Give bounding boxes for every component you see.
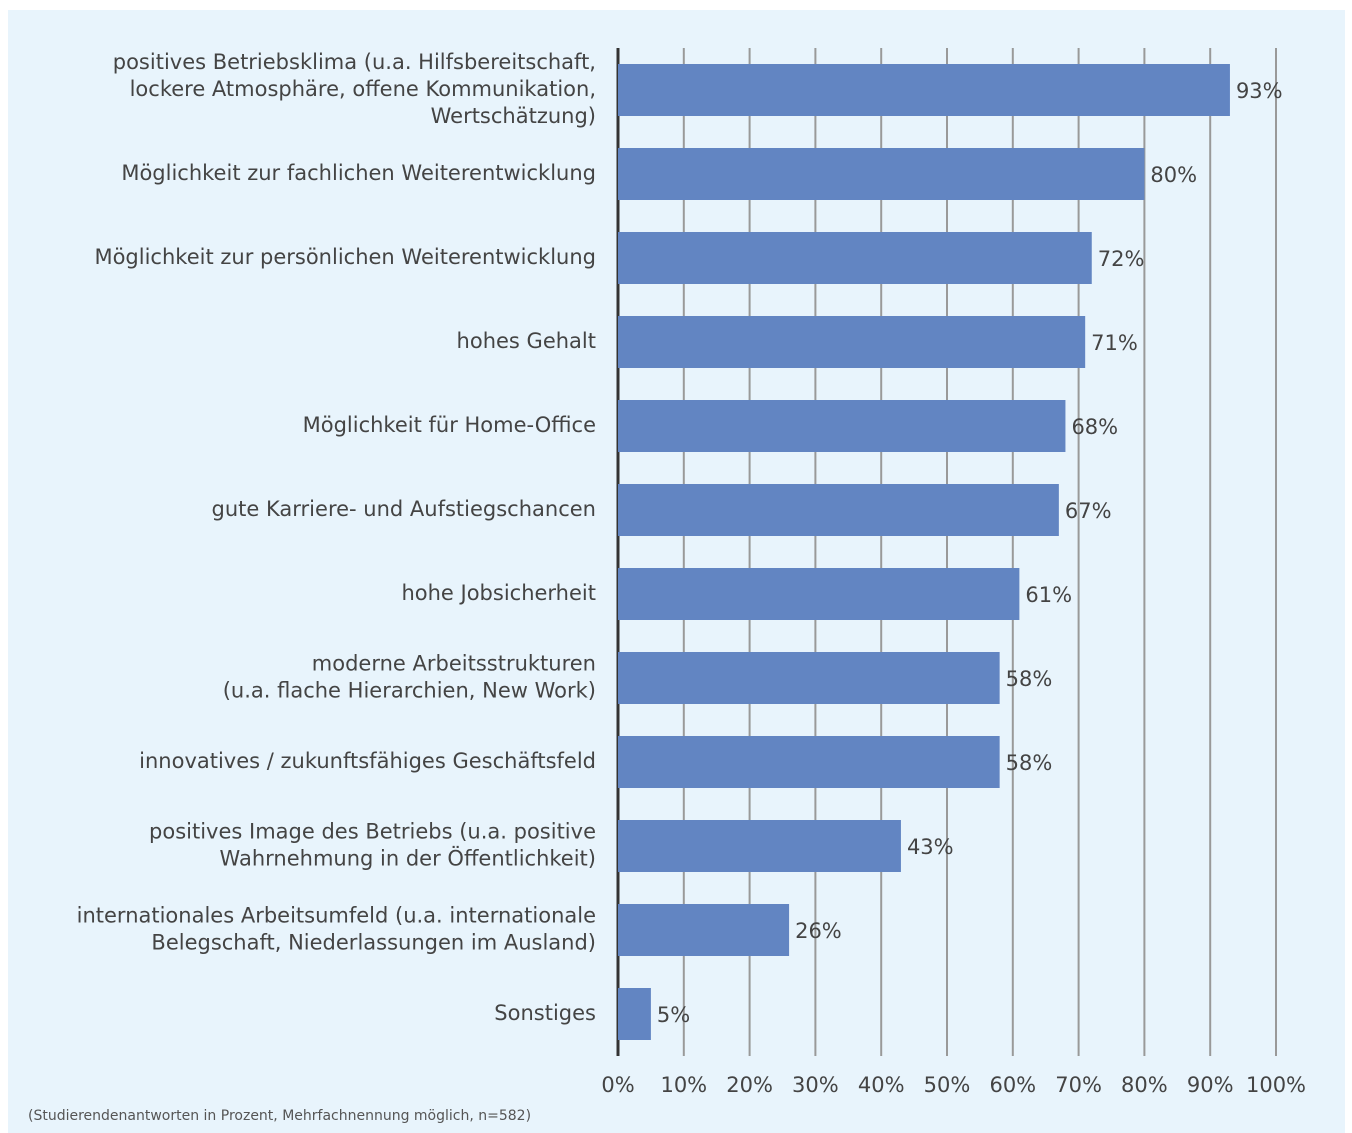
bar	[618, 820, 901, 872]
category-label-line: Möglichkeit zur fachlichen Weiterentwick…	[121, 161, 596, 185]
x-tick-label: 20%	[726, 1073, 773, 1097]
value-label: 72%	[1098, 247, 1145, 271]
category-label-line: moderne Arbeitsstrukturen	[312, 652, 596, 676]
bar	[618, 988, 651, 1040]
category-label: positives Image des Betriebs (u.a. posit…	[149, 820, 596, 871]
x-tick-label: 50%	[924, 1073, 971, 1097]
bar	[618, 316, 1086, 368]
category-label-line: positives Image des Betriebs (u.a. posit…	[149, 820, 596, 844]
bar	[618, 148, 1145, 200]
bar	[618, 400, 1066, 452]
x-tick-label: 0%	[601, 1073, 634, 1097]
category-label-line: innovatives / zukunftsfähiges Geschäftsf…	[139, 749, 596, 773]
value-label: 68%	[1071, 415, 1118, 439]
value-label: 93%	[1236, 79, 1283, 103]
value-label: 26%	[795, 919, 842, 943]
category-label: hohe Jobsicherheit	[401, 581, 596, 605]
value-label: 61%	[1025, 583, 1072, 607]
category-label-line: hohe Jobsicherheit	[401, 581, 596, 605]
category-label: gute Karriere- und Aufstiegschancen	[212, 497, 596, 521]
bar	[618, 568, 1020, 620]
category-label-line: Belegschaft, Niederlassungen im Ausland)	[151, 931, 596, 955]
category-label: positives Betriebsklima (u.a. Hilfsberei…	[113, 50, 596, 128]
category-label-line: internationales Arbeitsumfeld (u.a. inte…	[77, 904, 596, 928]
value-label: 43%	[907, 835, 954, 859]
x-tick-label: 10%	[660, 1073, 707, 1097]
category-label-line: (u.a. flache Hierarchien, New Work)	[223, 679, 596, 703]
category-label-line: hohes Gehalt	[457, 329, 596, 353]
x-tick-label: 80%	[1121, 1073, 1168, 1097]
category-label: Sonstiges	[494, 1001, 596, 1025]
footnote: (Studierendenantworten in Prozent, Mehrf…	[28, 1108, 531, 1124]
value-label: 58%	[1006, 667, 1053, 691]
category-label: internationales Arbeitsumfeld (u.a. inte…	[77, 904, 596, 955]
value-label: 67%	[1065, 499, 1112, 523]
value-label: 58%	[1006, 751, 1053, 775]
x-tick-label: 60%	[989, 1073, 1036, 1097]
category-label-line: lockere Atmosphäre, offene Kommunikation…	[130, 77, 596, 101]
bar	[618, 484, 1059, 536]
category-label-line: Möglichkeit zur persönlichen Weiterentwi…	[94, 245, 596, 269]
category-label: innovatives / zukunftsfähiges Geschäftsf…	[139, 749, 596, 773]
bar	[618, 64, 1230, 116]
category-label-line: gute Karriere- und Aufstiegschancen	[212, 497, 596, 521]
category-label: moderne Arbeitsstrukturen (u.a. flache Hi…	[223, 652, 596, 703]
x-tick-label: 90%	[1187, 1073, 1234, 1097]
value-label: 80%	[1150, 163, 1197, 187]
bar	[618, 232, 1092, 284]
category-label-line: Möglichkeit für Home-Office	[303, 413, 596, 437]
category-label-line: Wertschätzung)	[431, 104, 596, 128]
category-label: Möglichkeit zur persönlichen Weiterentwi…	[94, 245, 596, 269]
x-tick-label: 40%	[858, 1073, 905, 1097]
category-label-line: Wahrnehmung in der Öffentlichkeit)	[220, 846, 596, 871]
category-label: Möglichkeit zur fachlichen Weiterentwick…	[121, 161, 596, 185]
value-label: 71%	[1091, 331, 1138, 355]
value-label: 5%	[657, 1003, 690, 1027]
bar	[618, 736, 1000, 788]
x-tick-label: 100%	[1246, 1073, 1306, 1097]
bar	[618, 904, 790, 956]
x-tick-label: 30%	[792, 1073, 839, 1097]
category-label-line: positives Betriebsklima (u.a. Hilfsberei…	[113, 50, 596, 74]
category-label: hohes Gehalt	[457, 329, 596, 353]
category-label-line: Sonstiges	[494, 1001, 596, 1025]
category-label: Möglichkeit für Home-Office	[303, 413, 596, 437]
x-tick-label: 70%	[1055, 1073, 1102, 1097]
bar	[618, 652, 1000, 704]
